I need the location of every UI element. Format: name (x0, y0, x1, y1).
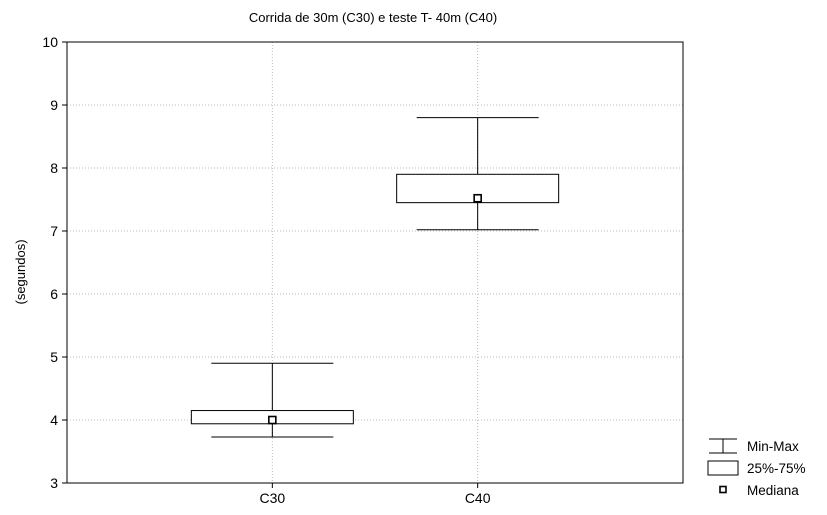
legend-median-icon (719, 485, 727, 494)
legend-label-minmax: Min-Max (747, 439, 799, 454)
legend-label-median: Mediana (747, 483, 799, 498)
x-tick-label: C30 (259, 490, 285, 506)
y-tick-label: 10 (42, 34, 58, 50)
y-tick-label: 5 (50, 349, 58, 365)
legend: Min-Max 25%-75% Mediana (707, 438, 806, 498)
x-axis-ticks: C30 C40 (259, 483, 491, 506)
gridlines (67, 42, 683, 483)
y-tick-label: 3 (50, 475, 58, 491)
y-axis-label: (segundos) (13, 239, 28, 304)
y-axis-ticks: 3 4 5 6 7 8 9 10 (42, 34, 67, 491)
box-c40 (396, 117, 560, 231)
y-tick-label: 6 (50, 286, 58, 302)
plot-frame (66, 41, 684, 484)
y-tick-label: 4 (50, 412, 58, 428)
y-tick-label: 7 (50, 223, 58, 239)
chart-title: Corrida de 30m (C30) e teste T- 40m (C40… (249, 10, 497, 25)
box-c30 (190, 362, 354, 438)
median-marker (473, 193, 482, 203)
box-series (190, 117, 560, 438)
legend-label-iqr: 25%-75% (747, 461, 806, 476)
y-tick-label: 8 (50, 160, 58, 176)
median-marker (268, 415, 277, 425)
legend-box-icon (707, 460, 739, 476)
x-tick-label: C40 (465, 490, 491, 506)
y-tick-label: 9 (50, 97, 58, 113)
